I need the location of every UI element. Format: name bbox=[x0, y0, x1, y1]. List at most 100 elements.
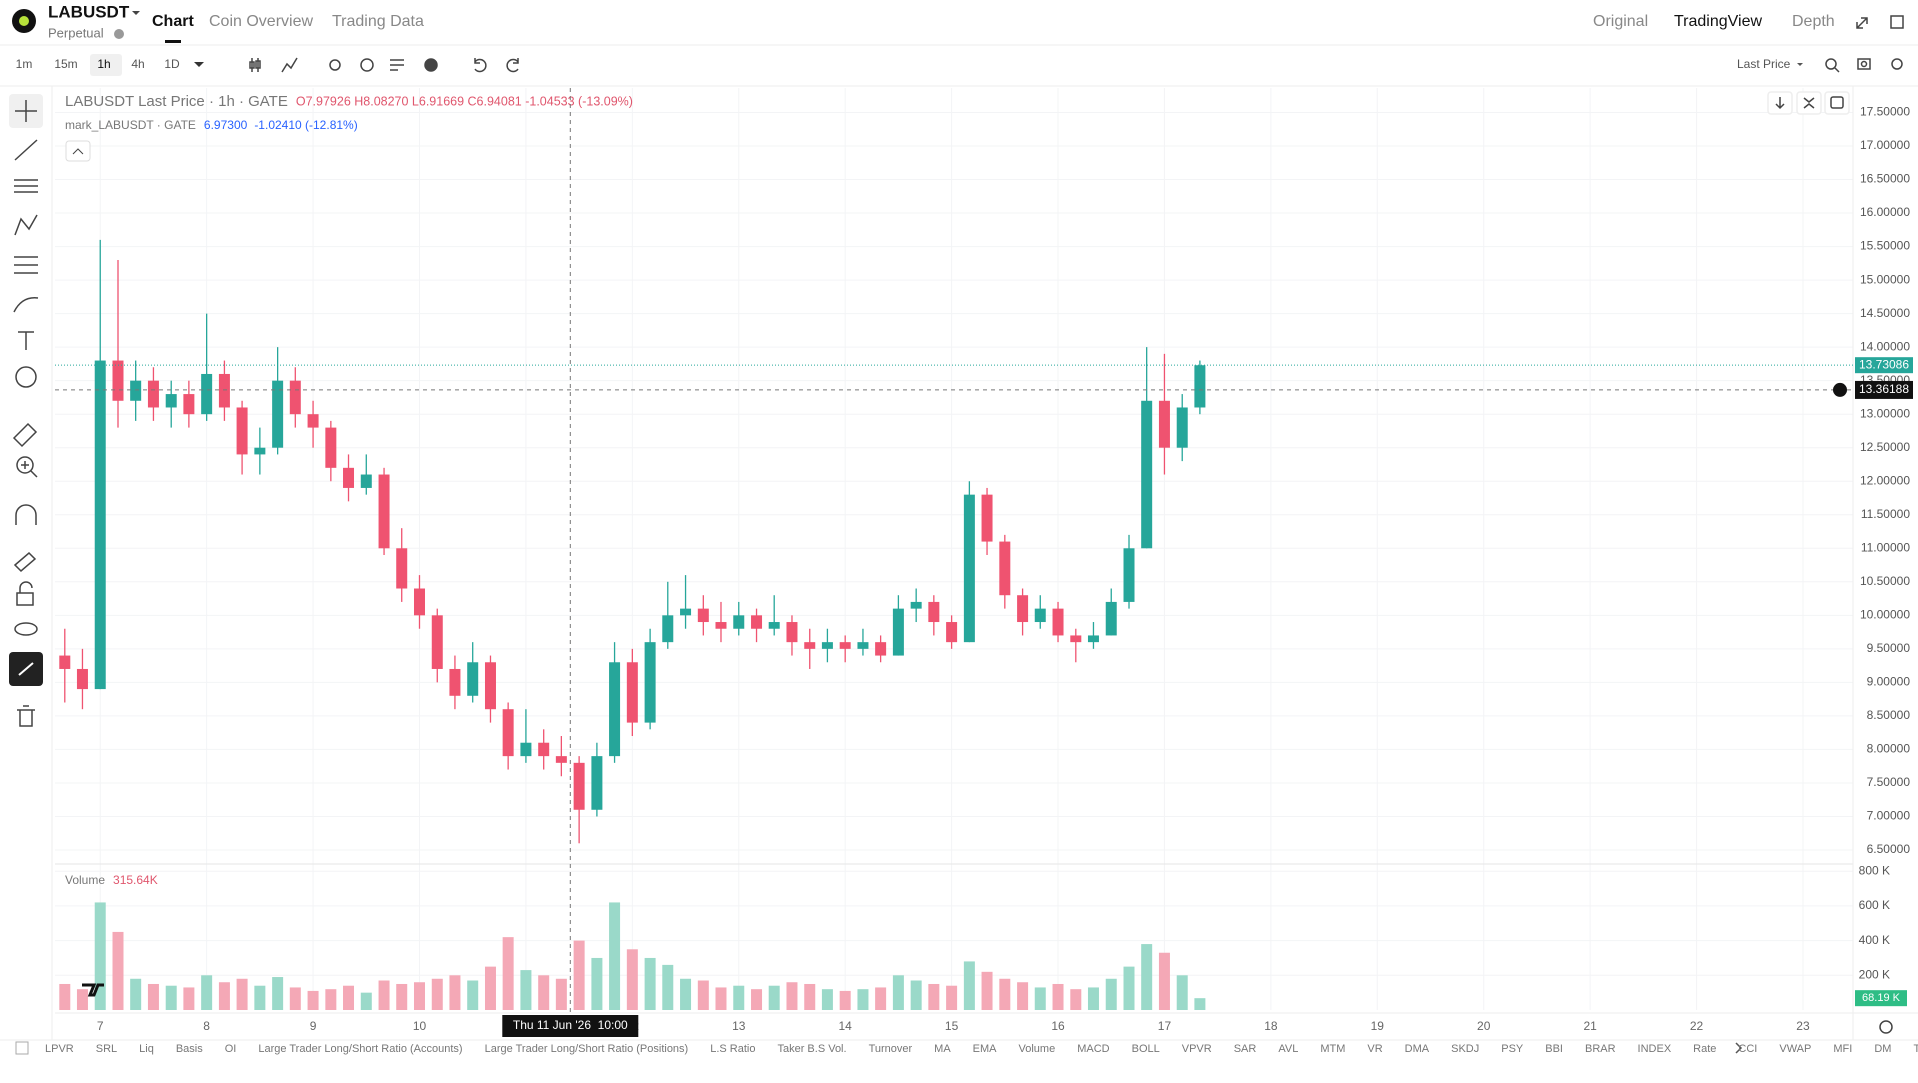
volume-bar bbox=[449, 975, 461, 1010]
interval[interactable]: 1D bbox=[164, 57, 180, 71]
candle-body bbox=[733, 615, 745, 629]
volume-bar bbox=[130, 978, 142, 1010]
candle-body bbox=[94, 360, 106, 690]
indicator[interactable]: SAR bbox=[1234, 1043, 1257, 1055]
interval[interactable]: 1h bbox=[97, 57, 110, 71]
tab[interactable]: Trading Data bbox=[332, 13, 424, 30]
volume-bar bbox=[751, 989, 763, 1010]
indicator[interactable]: MACD bbox=[1077, 1043, 1109, 1055]
indicator[interactable]: LPVR bbox=[45, 1043, 74, 1055]
candle-body bbox=[396, 548, 408, 589]
indicator-toggle[interactable] bbox=[15, 1041, 29, 1055]
indicator[interactable]: DM bbox=[1874, 1043, 1891, 1055]
indicator[interactable]: Rate bbox=[1693, 1043, 1716, 1055]
indicator[interactable]: SRL bbox=[96, 1043, 117, 1055]
interval[interactable]: 15m bbox=[54, 57, 77, 71]
indicator[interactable]: OI bbox=[225, 1043, 237, 1055]
indicator[interactable]: INDEX bbox=[1638, 1043, 1672, 1055]
price-source[interactable]: Last Price bbox=[1737, 57, 1791, 71]
candle-body bbox=[697, 608, 709, 623]
indicator[interactable]: BBI bbox=[1545, 1043, 1563, 1055]
candle-body bbox=[218, 373, 230, 408]
view-option[interactable]: Original bbox=[1593, 13, 1648, 30]
x-tick-label: 13 bbox=[732, 1019, 746, 1033]
symbol[interactable]: LABUSDT bbox=[48, 2, 130, 21]
indicator[interactable]: VPVR bbox=[1182, 1043, 1212, 1055]
volume-tick-label: 600 K bbox=[1859, 898, 1890, 912]
volume-bar bbox=[910, 980, 922, 1010]
expand-icon[interactable] bbox=[1856, 17, 1868, 29]
y-tick-label: 8.00000 bbox=[1867, 742, 1911, 756]
volume-bar bbox=[289, 987, 301, 1010]
scroll-right[interactable] bbox=[1735, 1042, 1743, 1054]
logo-dot bbox=[19, 16, 29, 26]
indicator[interactable]: MFI bbox=[1833, 1043, 1852, 1055]
volume-bar bbox=[520, 970, 532, 1010]
crosshair-add[interactable] bbox=[1833, 382, 1847, 397]
candle-body bbox=[1034, 608, 1046, 623]
y-tick-label: 16.50000 bbox=[1860, 172, 1910, 186]
volume-bar bbox=[928, 983, 940, 1010]
tab[interactable]: Chart bbox=[152, 13, 194, 30]
indicator[interactable]: Volume bbox=[1019, 1043, 1056, 1055]
candle-body bbox=[804, 642, 816, 649]
candle-body bbox=[1158, 400, 1170, 448]
indicator[interactable]: CCI bbox=[1738, 1043, 1757, 1055]
candle-body bbox=[413, 588, 425, 616]
view-option[interactable]: Depth bbox=[1792, 13, 1835, 30]
indicator[interactable]: EMA bbox=[973, 1043, 998, 1055]
indicator[interactable]: DMA bbox=[1405, 1043, 1430, 1055]
volume-bar bbox=[591, 957, 603, 1010]
volume-bar bbox=[981, 971, 993, 1010]
price-source-caret[interactable] bbox=[1797, 63, 1803, 66]
candle-body bbox=[626, 662, 638, 723]
drawing-tools[interactable] bbox=[12, 100, 39, 636]
volume-bar bbox=[431, 978, 443, 1010]
indicator[interactable]: L.S Ratio bbox=[710, 1043, 755, 1055]
toolbar-icons[interactable] bbox=[249, 57, 1903, 73]
indicator[interactable]: Large Trader Long/Short Ratio (Accounts) bbox=[258, 1043, 462, 1055]
settings-icon[interactable] bbox=[1879, 1020, 1893, 1034]
candle-body bbox=[981, 494, 993, 542]
volume-bar bbox=[201, 975, 213, 1010]
candle-body bbox=[183, 394, 195, 415]
x-tick-label: 10 bbox=[413, 1019, 427, 1033]
legend-title: LABUSDT Last Price · 1h · GATE bbox=[65, 93, 288, 110]
candle-body bbox=[910, 601, 922, 609]
candle-body bbox=[1176, 407, 1188, 448]
indicator[interactable]: PSY bbox=[1501, 1043, 1524, 1055]
indicator[interactable]: BOLL bbox=[1132, 1043, 1160, 1055]
candle-body bbox=[165, 394, 177, 408]
interval[interactable]: 1m bbox=[16, 57, 33, 71]
indicator[interactable]: MTM bbox=[1320, 1043, 1345, 1055]
indicator[interactable]: Large Trader Long/Short Ratio (Positions… bbox=[485, 1043, 689, 1055]
indicator[interactable]: MA bbox=[934, 1043, 951, 1055]
trash-tool[interactable] bbox=[17, 705, 35, 727]
tab[interactable]: Coin Overview bbox=[209, 13, 313, 30]
symbol-caret[interactable] bbox=[132, 11, 140, 15]
view-option[interactable]: TradingView bbox=[1674, 13, 1762, 30]
candle-body bbox=[449, 668, 461, 696]
interval-dropdown[interactable] bbox=[194, 62, 204, 67]
collapse-legend[interactable] bbox=[65, 140, 91, 162]
indicator[interactable]: Taker B.S Vol. bbox=[777, 1043, 846, 1055]
indicator[interactable]: Turnover bbox=[869, 1043, 913, 1055]
indicator[interactable]: TRIX bbox=[1913, 1043, 1918, 1055]
y-tick-label: 15.50000 bbox=[1860, 239, 1910, 253]
candle-body bbox=[875, 642, 887, 656]
info-icon[interactable] bbox=[114, 29, 124, 39]
indicator[interactable]: BRAR bbox=[1585, 1043, 1616, 1055]
indicator[interactable]: SKDJ bbox=[1451, 1043, 1479, 1055]
indicator[interactable]: Liq bbox=[139, 1043, 154, 1055]
interval[interactable]: 4h bbox=[131, 57, 144, 71]
indicator[interactable]: VR bbox=[1367, 1043, 1382, 1055]
volume-bar bbox=[839, 990, 851, 1010]
candle-body bbox=[289, 380, 301, 415]
window-icon[interactable] bbox=[1890, 15, 1904, 29]
chart-corner-icons[interactable] bbox=[1767, 91, 1850, 115]
indicator[interactable]: VWAP bbox=[1779, 1043, 1811, 1055]
indicator[interactable]: AVL bbox=[1278, 1043, 1298, 1055]
candle-body bbox=[307, 414, 319, 428]
indicator[interactable]: Basis bbox=[176, 1043, 203, 1055]
x-tick-label: 18 bbox=[1264, 1019, 1278, 1033]
